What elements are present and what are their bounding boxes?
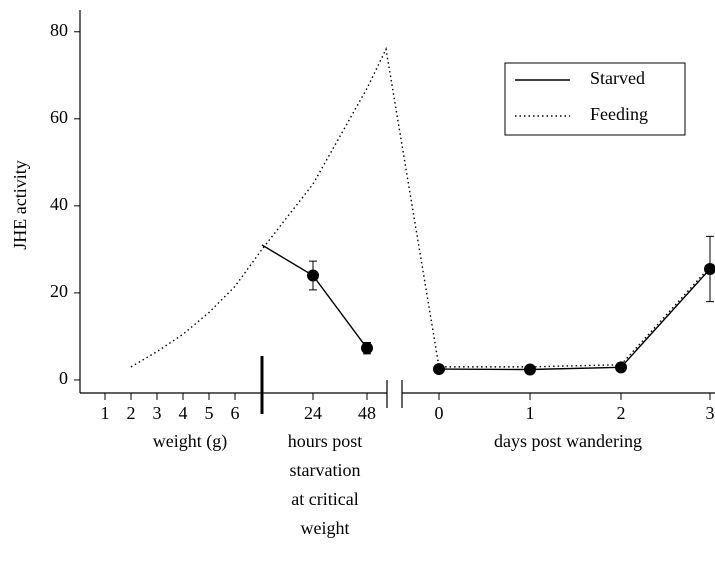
x-group-label: weight xyxy=(301,518,350,538)
y-tick-label: 80 xyxy=(50,20,68,40)
x-group-label: at critical xyxy=(291,489,358,509)
data-point xyxy=(361,342,373,355)
x-tick-label: 1 xyxy=(526,403,535,423)
x-group-label: starvation xyxy=(290,460,361,480)
data-point xyxy=(307,269,319,282)
data-point xyxy=(524,363,536,376)
y-axis-label: JHE activity xyxy=(10,160,30,249)
data-point xyxy=(704,262,715,275)
series-line xyxy=(438,268,711,371)
y-tick-label: 60 xyxy=(50,107,68,127)
x-tick-label: 2 xyxy=(617,403,626,423)
legend xyxy=(504,62,686,136)
y-tick-label: 40 xyxy=(50,194,68,214)
series-line xyxy=(261,244,368,349)
x-tick-label: 6 xyxy=(231,403,240,423)
x-tick-label: 3 xyxy=(706,403,715,423)
x-tick-label: 24 xyxy=(304,403,322,423)
x-tick-label: 2 xyxy=(127,403,136,423)
x-tick-label: 48 xyxy=(358,403,376,423)
x-tick-label: 0 xyxy=(435,403,444,423)
x-tick-label: 4 xyxy=(179,403,188,423)
x-group-label: days post wandering xyxy=(494,431,642,451)
x-tick-label: 3 xyxy=(153,403,162,423)
data-point xyxy=(615,361,627,374)
legend-label: Feeding xyxy=(590,104,648,124)
x-group-label: hours post xyxy=(288,431,363,451)
legend-label: Starved xyxy=(590,68,645,88)
x-group-label: weight (g) xyxy=(153,431,227,452)
x-tick-label: 5 xyxy=(205,403,214,423)
y-tick-label: 0 xyxy=(59,368,68,388)
data-point xyxy=(433,363,445,376)
y-tick-label: 20 xyxy=(50,281,68,301)
x-tick-label: 1 xyxy=(101,403,110,423)
